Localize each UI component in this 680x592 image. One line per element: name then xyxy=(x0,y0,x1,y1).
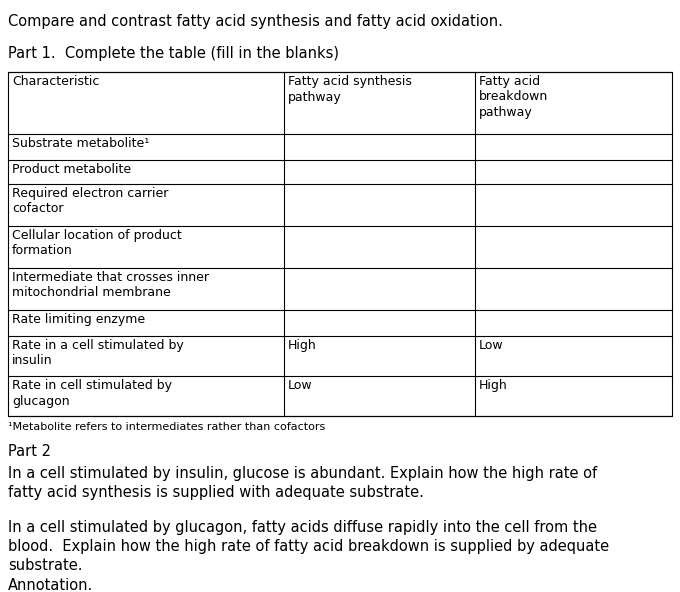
Text: In a cell stimulated by glucagon, fatty acids diffuse rapidly into the cell from: In a cell stimulated by glucagon, fatty … xyxy=(8,520,609,574)
Text: Part 2: Part 2 xyxy=(8,444,51,459)
Text: Intermediate that crosses inner
mitochondrial membrane: Intermediate that crosses inner mitochon… xyxy=(12,271,209,300)
Text: Rate in a cell stimulated by
insulin: Rate in a cell stimulated by insulin xyxy=(12,339,184,368)
Text: High: High xyxy=(479,379,507,392)
Text: Rate in cell stimulated by
glucagon: Rate in cell stimulated by glucagon xyxy=(12,379,172,407)
Text: Fatty acid synthesis
pathway: Fatty acid synthesis pathway xyxy=(288,75,411,104)
Text: Compare and contrast fatty acid synthesis and fatty acid oxidation.: Compare and contrast fatty acid synthesi… xyxy=(8,14,503,29)
Text: Low: Low xyxy=(288,379,312,392)
Text: ¹Metabolite refers to intermediates rather than cofactors: ¹Metabolite refers to intermediates rath… xyxy=(8,422,325,432)
Text: Part 1.  Complete the table (fill in the blanks): Part 1. Complete the table (fill in the … xyxy=(8,46,339,61)
Text: Low: Low xyxy=(479,339,503,352)
Text: Rate limiting enzyme: Rate limiting enzyme xyxy=(12,313,145,326)
Text: In a cell stimulated by insulin, glucose is abundant. Explain how the high rate : In a cell stimulated by insulin, glucose… xyxy=(8,466,597,500)
Text: Characteristic: Characteristic xyxy=(12,75,99,88)
Text: High: High xyxy=(288,339,316,352)
Text: Cellular location of product
formation: Cellular location of product formation xyxy=(12,229,182,258)
Text: Fatty acid
breakdown
pathway: Fatty acid breakdown pathway xyxy=(479,75,548,119)
Text: Annotation.: Annotation. xyxy=(8,578,93,592)
Text: Required electron carrier
cofactor: Required electron carrier cofactor xyxy=(12,187,169,215)
Text: Substrate metabolite¹: Substrate metabolite¹ xyxy=(12,137,149,150)
Bar xyxy=(8,72,672,416)
Text: Product metabolite: Product metabolite xyxy=(12,163,131,176)
